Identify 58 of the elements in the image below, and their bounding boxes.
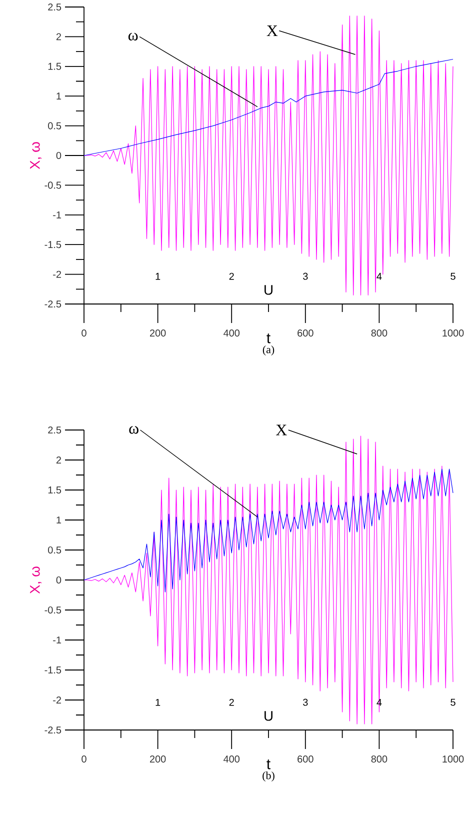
x2-tick-label: 1 bbox=[156, 698, 160, 706]
y-tick-label: 0.5 bbox=[48, 546, 62, 554]
x-tick-label: 1000 bbox=[442, 330, 464, 337]
y-tick-label: 0 bbox=[56, 152, 62, 160]
y-tick-label: 1.5 bbox=[48, 486, 62, 494]
y-axis-title: X, ω bbox=[30, 566, 42, 594]
line-series bbox=[84, 436, 454, 724]
x-tick-label: 600 bbox=[298, 756, 314, 763]
x2-axis-title: U bbox=[264, 285, 272, 295]
x2-axis-title: U bbox=[264, 711, 272, 721]
x-axis-title: t bbox=[266, 334, 270, 344]
x-tick-label: 1000 bbox=[442, 756, 464, 763]
y-tick-label: 2.5 bbox=[48, 426, 62, 434]
series-label: X bbox=[266, 26, 278, 36]
y-tick-label: -2.5 bbox=[44, 726, 62, 734]
x-tick-label: 600 bbox=[298, 330, 314, 337]
y-tick-label: -1 bbox=[53, 211, 62, 218]
y-tick-label: 1 bbox=[56, 516, 62, 524]
x-tick-label: 200 bbox=[150, 330, 166, 337]
x-axis-title: t bbox=[266, 760, 270, 770]
y-tick-label: -0.5 bbox=[44, 606, 62, 614]
x-tick-label: 0 bbox=[82, 756, 86, 763]
y-tick-label: 1.5 bbox=[48, 62, 62, 70]
x2-tick-label: 1 bbox=[156, 272, 160, 280]
x2-tick-label: 3 bbox=[303, 272, 308, 280]
line-series bbox=[84, 16, 454, 296]
x-tick-label: 400 bbox=[224, 756, 240, 763]
text: X bbox=[276, 424, 287, 436]
y-axis-title: X, ω bbox=[30, 142, 42, 170]
y-tick-label: 2 bbox=[56, 33, 61, 40]
x2-tick-label: 2 bbox=[229, 698, 234, 706]
y-tick-label: -2 bbox=[53, 270, 61, 278]
y-tick-label: 0 bbox=[56, 576, 62, 584]
x-tick-label: 400 bbox=[224, 330, 240, 337]
text: ω bbox=[128, 32, 138, 41]
x2-tick-label: 3 bbox=[303, 698, 308, 706]
x-tick-label: 800 bbox=[371, 756, 388, 763]
y-tick-label: 0.5 bbox=[48, 122, 62, 130]
y-tick-label: -0.5 bbox=[44, 182, 62, 189]
x2-tick-label: 5 bbox=[450, 272, 456, 280]
line-series bbox=[84, 58, 454, 156]
x2-tick-label: 5 bbox=[450, 698, 456, 706]
y-tick-label: 2 bbox=[56, 456, 61, 464]
y-tick-label: -1 bbox=[53, 636, 62, 644]
y-tick-label: -1.5 bbox=[44, 666, 62, 674]
x-tick-label: 800 bbox=[371, 330, 388, 337]
y-tick-label: -2.5 bbox=[44, 300, 62, 308]
y-tick-label: 2.5 bbox=[48, 3, 62, 11]
x2-tick-label: 4 bbox=[376, 272, 382, 280]
y-tick-label: 1 bbox=[56, 92, 62, 100]
x-tick-label: 0 bbox=[82, 330, 86, 337]
text: (a) bbox=[262, 346, 274, 356]
y-tick-label: -2 bbox=[53, 696, 61, 704]
y-tick-label: -1.5 bbox=[44, 241, 62, 248]
text: ω bbox=[129, 426, 138, 434]
x-tick-label: 200 bbox=[150, 756, 166, 763]
x2-tick-label: 2 bbox=[229, 272, 234, 280]
text: (b) bbox=[262, 772, 274, 782]
